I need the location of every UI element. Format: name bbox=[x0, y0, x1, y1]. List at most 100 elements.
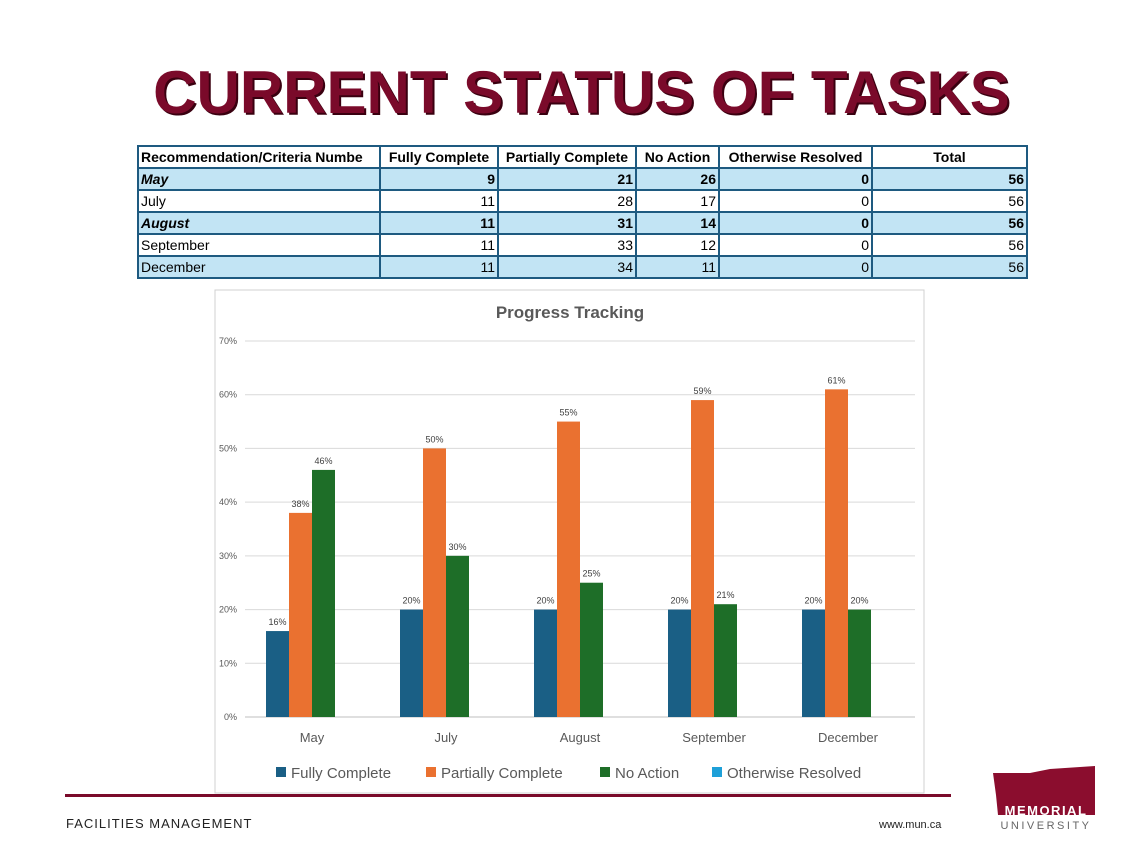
y-tick-label: 30% bbox=[219, 551, 237, 561]
y-tick-label: 60% bbox=[219, 390, 237, 400]
legend-swatch bbox=[600, 767, 610, 777]
cell: 11 bbox=[379, 233, 499, 257]
cell: 56 bbox=[871, 189, 1028, 213]
data-label: 20% bbox=[536, 596, 554, 606]
data-label: 46% bbox=[314, 456, 332, 466]
header-otherwise-resolved: Otherwise Resolved bbox=[718, 145, 873, 169]
cell: 56 bbox=[871, 211, 1028, 235]
data-label: 25% bbox=[582, 569, 600, 579]
legend-label: Partially Complete bbox=[441, 765, 563, 782]
bar-no-action bbox=[446, 555, 469, 717]
y-tick-label: 10% bbox=[219, 658, 237, 668]
cell: 14 bbox=[635, 211, 720, 235]
bar-no-action bbox=[714, 604, 737, 717]
y-tick-label: 50% bbox=[219, 443, 237, 453]
logo-memorial: MEMORIAL bbox=[1005, 803, 1088, 818]
legend-label: No Action bbox=[615, 765, 679, 782]
y-tick-label: 40% bbox=[219, 497, 237, 507]
legend-swatch bbox=[276, 767, 286, 777]
cell: 11 bbox=[379, 255, 499, 279]
bar-partially-complete bbox=[557, 421, 580, 717]
cell: 9 bbox=[379, 167, 499, 191]
bar-partially-complete bbox=[825, 389, 848, 717]
cell: 11 bbox=[379, 211, 499, 235]
cell-month: December bbox=[137, 255, 381, 279]
cell: 0 bbox=[718, 167, 873, 191]
data-label: 20% bbox=[804, 596, 822, 606]
cell: 0 bbox=[718, 233, 873, 257]
data-label: 21% bbox=[716, 590, 734, 600]
cell-month: September bbox=[137, 233, 381, 257]
bar-no-action bbox=[312, 469, 335, 717]
bar-fully-complete bbox=[400, 609, 423, 717]
table-row: July 11 28 17 0 56 bbox=[137, 189, 1028, 213]
y-tick-label: 20% bbox=[219, 605, 237, 615]
header-fully-complete: Fully Complete bbox=[379, 145, 499, 169]
cell: 34 bbox=[497, 255, 637, 279]
table-header-row: Recommendation/Criteria Numbe Fully Comp… bbox=[137, 145, 1028, 169]
footer-divider bbox=[65, 794, 951, 797]
table-row: September 11 33 12 0 56 bbox=[137, 233, 1028, 257]
cell: 0 bbox=[718, 211, 873, 235]
cell: 33 bbox=[497, 233, 637, 257]
header-criteria: Recommendation/Criteria Numbe bbox=[137, 145, 381, 169]
bar-partially-complete bbox=[691, 400, 714, 717]
bar-fully-complete bbox=[802, 609, 825, 717]
data-label: 20% bbox=[850, 596, 868, 606]
table-row: December 11 34 11 0 56 bbox=[137, 255, 1028, 279]
cell: 28 bbox=[497, 189, 637, 213]
data-label: 50% bbox=[425, 434, 443, 444]
bar-no-action bbox=[848, 609, 871, 717]
cell: 56 bbox=[871, 255, 1028, 279]
legend-label: Otherwise Resolved bbox=[727, 765, 861, 782]
x-tick-label: July bbox=[434, 730, 458, 745]
legend-swatch bbox=[712, 767, 722, 777]
bar-fully-complete bbox=[534, 609, 557, 717]
data-label: 16% bbox=[268, 617, 286, 627]
logo-university: UNIVERSITY bbox=[1000, 820, 1091, 832]
status-table: Recommendation/Criteria Numbe Fully Comp… bbox=[137, 145, 1028, 279]
cell: 56 bbox=[871, 233, 1028, 257]
legend-swatch bbox=[426, 767, 436, 777]
chart-title: Progress Tracking bbox=[496, 303, 644, 322]
cell: 17 bbox=[635, 189, 720, 213]
bar-fully-complete bbox=[266, 631, 289, 717]
data-label: 20% bbox=[402, 596, 420, 606]
cell-month: May bbox=[137, 167, 381, 191]
data-label: 59% bbox=[693, 386, 711, 396]
cell: 56 bbox=[871, 167, 1028, 191]
table-row: May 9 21 26 0 56 bbox=[137, 167, 1028, 191]
cell: 11 bbox=[635, 255, 720, 279]
x-tick-label: May bbox=[300, 730, 325, 745]
cell: 26 bbox=[635, 167, 720, 191]
data-label: 38% bbox=[291, 499, 309, 509]
bar-partially-complete bbox=[423, 448, 446, 717]
bar-no-action bbox=[580, 582, 603, 717]
header-no-action: No Action bbox=[635, 145, 720, 169]
y-tick-label: 0% bbox=[224, 712, 237, 722]
cell-month: August bbox=[137, 211, 381, 235]
data-label: 55% bbox=[559, 408, 577, 418]
bar-partially-complete bbox=[289, 512, 312, 717]
cell: 21 bbox=[497, 167, 637, 191]
data-label: 20% bbox=[670, 596, 688, 606]
slide-title: CURRENT STATUS OF TASKS bbox=[153, 59, 1010, 126]
data-label: 30% bbox=[448, 542, 466, 552]
cell: 11 bbox=[379, 189, 499, 213]
header-total: Total bbox=[871, 145, 1028, 169]
x-tick-label: December bbox=[818, 730, 879, 745]
footer-department: FACILITIES MANAGEMENT bbox=[66, 816, 253, 831]
cell: 0 bbox=[718, 255, 873, 279]
legend-label: Fully Complete bbox=[291, 765, 391, 782]
y-tick-label: 70% bbox=[219, 336, 237, 346]
x-tick-label: August bbox=[560, 730, 601, 745]
header-partially-complete: Partially Complete bbox=[497, 145, 637, 169]
memorial-university-logo: MEMORIAL UNIVERSITY bbox=[993, 766, 1095, 832]
table-row: August 11 31 14 0 56 bbox=[137, 211, 1028, 235]
data-label: 61% bbox=[827, 375, 845, 385]
x-tick-label: September bbox=[682, 730, 746, 745]
cell: 12 bbox=[635, 233, 720, 257]
bar-fully-complete bbox=[668, 609, 691, 717]
cell: 31 bbox=[497, 211, 637, 235]
